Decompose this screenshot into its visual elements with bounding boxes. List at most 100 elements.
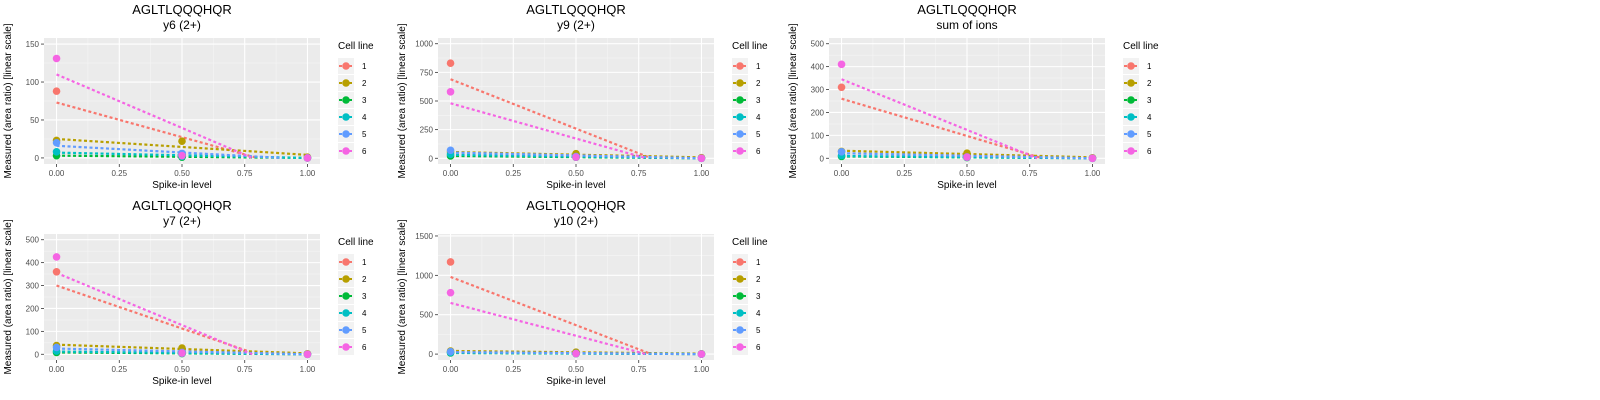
fit-line-series-2 bbox=[56, 137, 308, 156]
legend-label: 2 bbox=[1147, 79, 1152, 88]
fit-line-series-6 bbox=[450, 301, 647, 356]
x-tick-label: 0.50 bbox=[174, 169, 190, 178]
y-tick-label: 100 bbox=[26, 78, 40, 87]
legend-label: 2 bbox=[756, 79, 761, 88]
legend-label: 6 bbox=[362, 343, 367, 352]
x-tick-label: 1.00 bbox=[1085, 169, 1101, 178]
x-tick-label: 0.00 bbox=[49, 365, 65, 374]
fit-line-series-5 bbox=[841, 152, 1093, 160]
legend-label: 3 bbox=[756, 292, 761, 301]
x-tick-label: 0.00 bbox=[443, 169, 459, 178]
chart-panel-y9: AGLTLQQQHQR y9 (2+) 0.00 0.25 0.50 0.75 1.00 0 2… bbox=[394, 0, 786, 196]
data-point-series-6 bbox=[837, 60, 846, 69]
legend-label: 5 bbox=[1147, 130, 1152, 139]
legend-key-point bbox=[1127, 147, 1135, 155]
legend-label: 4 bbox=[362, 309, 367, 318]
y-tick-label: 0 bbox=[429, 350, 434, 359]
y-tick-label: 0 bbox=[820, 154, 825, 163]
data-point-series-6 bbox=[446, 288, 455, 297]
y-axis-label: Measured (area ratio) [linear scale] bbox=[788, 23, 799, 178]
x-tick-label: 0.75 bbox=[237, 169, 253, 178]
data-point-series-2 bbox=[178, 137, 186, 146]
legend-key-point bbox=[342, 62, 350, 70]
x-axis-label: Spike-in level bbox=[937, 180, 996, 191]
legend-key-point bbox=[736, 343, 744, 351]
chart-panel-y10: AGLTLQQQHQR y10 (2+) 0.00 0.25 0.50 0.75 1.00 0… bbox=[394, 196, 786, 392]
fit-line-series-6 bbox=[56, 271, 253, 356]
data-point-series-6 bbox=[303, 154, 312, 162]
data-point-series-6 bbox=[963, 153, 971, 161]
x-tick-label: 0.50 bbox=[174, 365, 190, 374]
data-point-series-6 bbox=[572, 153, 580, 161]
x-axis-label: Spike-in level bbox=[546, 180, 605, 191]
x-tick-label: 0.50 bbox=[959, 169, 975, 178]
x-tick-label: 0.00 bbox=[834, 169, 850, 178]
chart-panel-y7: AGLTLQQQHQR y7 (2+) 0.00 0.25 0.50 0.75 1.00 0 1… bbox=[0, 196, 392, 392]
y-tick-label: 500 bbox=[420, 97, 434, 106]
legend-key-point bbox=[342, 326, 350, 334]
y-axis-label: Measured (area ratio) [linear scale] bbox=[3, 219, 14, 374]
data-point-series-6 bbox=[303, 350, 312, 359]
y-tick-label: 400 bbox=[811, 63, 825, 72]
chart-title: AGLTLQQQHQR bbox=[917, 2, 1016, 17]
legend-key-point bbox=[736, 309, 744, 317]
y-tick-label: 0 bbox=[35, 154, 40, 163]
fit-line-series-6 bbox=[56, 73, 253, 159]
fit-line-series-1 bbox=[56, 284, 258, 356]
legend-key-point bbox=[342, 309, 350, 317]
legend-label: 4 bbox=[1147, 113, 1152, 122]
y-axis-label: Measured (area ratio) [linear scale] bbox=[397, 219, 408, 374]
y-tick-label: 500 bbox=[420, 311, 434, 320]
x-tick-label: 0.25 bbox=[896, 169, 912, 178]
y-axis-label: Measured (area ratio) [linear scale] bbox=[3, 23, 14, 178]
legend-title: Cell line bbox=[338, 237, 374, 248]
x-tick-label: 0.00 bbox=[443, 365, 459, 374]
legend-key-point bbox=[736, 147, 744, 155]
fit-line-series-1 bbox=[450, 78, 652, 160]
fit-line-series-2 bbox=[841, 149, 1093, 159]
legend-title: Cell line bbox=[732, 41, 768, 52]
legend-key-point bbox=[736, 96, 744, 104]
x-tick-label: 0.75 bbox=[631, 169, 647, 178]
legend-title: Cell line bbox=[1123, 41, 1159, 52]
x-tick-label: 0.75 bbox=[1022, 169, 1038, 178]
y-tick-label: 0 bbox=[429, 154, 434, 163]
y-axis-label: Measured (area ratio) [linear scale] bbox=[397, 23, 408, 178]
legend-key-point bbox=[736, 292, 744, 300]
x-axis-label: Spike-in level bbox=[152, 376, 211, 387]
plot-data bbox=[837, 60, 1097, 163]
legend-title: Cell line bbox=[338, 41, 374, 52]
legend-key-point bbox=[342, 292, 350, 300]
y-tick-label: 1500 bbox=[415, 232, 433, 241]
chart-title: AGLTLQQQHQR bbox=[132, 198, 231, 213]
legend-label: 6 bbox=[756, 343, 761, 352]
x-tick-label: 1.00 bbox=[300, 365, 316, 374]
x-tick-label: 1.00 bbox=[694, 169, 710, 178]
legend-key-point bbox=[1127, 113, 1135, 121]
x-tick-label: 1.00 bbox=[300, 169, 316, 178]
x-tick-label: 0.25 bbox=[111, 365, 127, 374]
legend-key-point bbox=[736, 113, 744, 121]
chart-panel-y6: AGLTLQQQHQR y6 (2+) 0.00 0.25 0.50 0.75 1.00 0 5… bbox=[0, 0, 392, 196]
data-point-series-5 bbox=[52, 343, 61, 352]
legend-label: 3 bbox=[362, 96, 367, 105]
x-tick-label: 0.25 bbox=[505, 169, 521, 178]
fit-line-series-6 bbox=[450, 102, 647, 160]
fit-line-series-5 bbox=[450, 151, 702, 160]
data-point-series-5 bbox=[446, 347, 455, 356]
y-tick-label: 1000 bbox=[415, 271, 433, 280]
data-point-series-1 bbox=[52, 87, 61, 95]
legend-key-point bbox=[736, 275, 744, 283]
legend-label: 6 bbox=[756, 147, 761, 156]
x-tick-label: 0.00 bbox=[49, 169, 65, 178]
y-tick-label: 300 bbox=[811, 86, 825, 95]
y-tick-label: 200 bbox=[811, 108, 825, 117]
legend-key-point bbox=[736, 258, 744, 266]
chart-subtitle: y6 (2+) bbox=[163, 18, 201, 32]
x-tick-label: 0.75 bbox=[237, 365, 253, 374]
legend-key-point bbox=[1127, 130, 1135, 138]
legend-key-point bbox=[1127, 62, 1135, 70]
